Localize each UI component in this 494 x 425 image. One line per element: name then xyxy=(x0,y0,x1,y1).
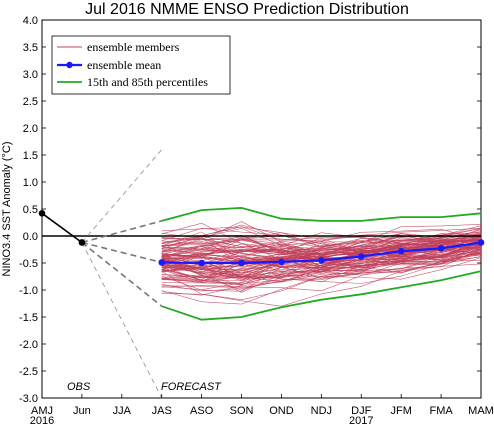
ensemble-member-line xyxy=(161,228,481,259)
y-tick-label: -2.0 xyxy=(19,339,38,351)
axes-group: -3.0 -2.5 -2.0 -1.5 -1.0 -0.5 0.0 0.5 1.0 1.5 2.0 2… xyxy=(19,15,494,425)
legend-label-members: ensemble members xyxy=(87,40,180,54)
y-tick-label: -2.5 xyxy=(19,366,38,378)
legend: ensemble members ensemble mean 15th and … xyxy=(51,35,231,95)
ensemble-member-line xyxy=(161,240,481,281)
ensemble-mean-point xyxy=(437,245,445,252)
x-tick-label: MAM xyxy=(468,405,494,417)
ensemble-mean-point xyxy=(318,257,325,264)
mean-connector-dashed xyxy=(81,241,162,264)
y-tick-label: 3.0 xyxy=(23,69,38,81)
ensemble-member-line xyxy=(161,235,481,265)
legend-swatch-mean-marker xyxy=(66,61,73,69)
ensemble-member-line xyxy=(161,256,481,281)
ensemble-member-line xyxy=(161,263,481,307)
y-axis-title: NINO3.4 SST Anomaly (°C) xyxy=(1,141,13,276)
x-tick-label: NDJ xyxy=(311,405,332,417)
x-tick-label: AMJ xyxy=(31,405,53,417)
x-tick-label: JJA xyxy=(113,405,132,417)
y-tick-label: 2.0 xyxy=(23,123,38,135)
x-tick-label: ASO xyxy=(190,405,214,417)
x-tick-label: Jun xyxy=(73,405,91,417)
ensemble-member-line xyxy=(161,241,481,263)
y-tick-label: 1.0 xyxy=(23,177,38,189)
ensemble-member-line xyxy=(161,235,481,254)
observed-line xyxy=(41,212,83,244)
ensemble-mean-point xyxy=(397,247,405,255)
observed-point xyxy=(38,210,46,217)
y-tick-label: -1.5 xyxy=(19,312,38,324)
ensemble-member-line xyxy=(161,249,481,293)
upper-range-dashed xyxy=(81,149,163,243)
chart-title: Jul 2016 NMME ENSO Prediction Distributi… xyxy=(85,1,409,18)
legend-label-mean: ensemble mean xyxy=(87,58,161,72)
ensemble-member-line xyxy=(161,232,481,251)
y-tick-label: 2.5 xyxy=(23,96,38,108)
y-tick-label: -3.0 xyxy=(19,393,38,405)
obs-annotation: OBS xyxy=(67,381,91,393)
x-tick-label: FMA xyxy=(429,405,453,417)
observed-point xyxy=(78,239,86,246)
forecast-annotation: FORECAST xyxy=(161,381,222,393)
ensemble-mean-point xyxy=(357,253,365,260)
overlay-group xyxy=(38,149,485,399)
y-tick-label: 0.0 xyxy=(23,231,38,243)
ensemble-member-line xyxy=(161,257,481,301)
ensemble-member-line xyxy=(161,233,481,275)
y-tick-label: 4.0 xyxy=(23,15,38,27)
percentile-85-line xyxy=(161,206,482,222)
x-tick-label: SON xyxy=(230,405,254,417)
x-tick-label: DJF xyxy=(351,405,371,417)
ensemble-mean-point xyxy=(238,259,245,267)
y-tick-label: 3.5 xyxy=(23,42,38,54)
y-tick-label: -1.0 xyxy=(19,285,38,297)
lower-range-dashed xyxy=(81,242,163,399)
x-tick-label: JAS xyxy=(152,405,172,417)
ensemble-member-line xyxy=(161,227,481,250)
ensemble-member-line xyxy=(161,239,481,260)
y-tick-label: 0.5 xyxy=(23,204,38,216)
ensemble-mean-point xyxy=(158,259,166,266)
ensemble-member-line xyxy=(161,224,481,250)
p85-connector-dashed xyxy=(81,220,162,244)
ensemble-mean-point xyxy=(278,258,285,266)
percentile-15-line xyxy=(161,270,482,321)
x-tick-label: JFM xyxy=(390,405,411,417)
p15-connector-dashed xyxy=(81,241,163,307)
y-tick-label: 1.5 xyxy=(23,150,38,162)
y-tick-label: -0.5 xyxy=(19,258,38,270)
ensemble-mean-point xyxy=(477,239,485,246)
x-tick-label: OND xyxy=(269,405,294,417)
ensemble-member-line xyxy=(161,240,481,273)
year-label: 2016 xyxy=(30,415,54,425)
ensemble-mean-point xyxy=(198,259,205,267)
year-label: 2017 xyxy=(349,415,373,425)
ensemble-member-line xyxy=(161,243,481,272)
ensemble-member-line xyxy=(161,249,481,279)
legend-label-percentiles: 15th and 85th percentiles xyxy=(87,75,208,89)
